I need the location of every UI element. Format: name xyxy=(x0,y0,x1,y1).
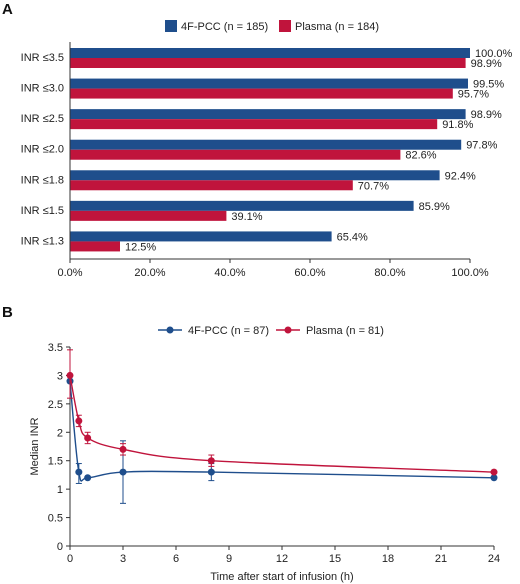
x-tick-label: 80.0% xyxy=(374,267,405,279)
y-tick-label: 3 xyxy=(57,370,63,382)
data-point-plasma xyxy=(490,468,498,476)
legend-marker-0 xyxy=(166,326,174,334)
bar-plasma xyxy=(70,88,453,99)
x-axis-title: Time after start of infusion (h) xyxy=(210,571,353,583)
data-point-plasma xyxy=(66,371,74,379)
bar-pcc xyxy=(70,48,470,58)
category-label: INR ≤1.5 xyxy=(21,205,64,217)
legend-marker-1 xyxy=(284,326,292,334)
x-tick-label: 0.0% xyxy=(57,267,82,279)
data-label: 98.9% xyxy=(471,58,502,70)
x-tick-label: 6 xyxy=(173,553,179,565)
data-label: 98.9% xyxy=(471,109,502,121)
bar-pcc xyxy=(70,170,440,181)
legend-label-1: Plasma (n = 81) xyxy=(306,325,384,337)
bar-pcc xyxy=(70,231,332,242)
category-label: INR ≤1.8 xyxy=(21,174,64,186)
data-point-plasma xyxy=(207,457,215,465)
data-label: 99.5% xyxy=(473,79,504,91)
x-tick-label: 60.0% xyxy=(294,267,325,279)
bar-plasma xyxy=(70,119,438,130)
y-axis-title: Median INR xyxy=(29,417,41,475)
y-tick-label: 2 xyxy=(57,427,63,439)
y-tick-label: 0.5 xyxy=(48,513,63,525)
data-label: 12.5% xyxy=(125,241,156,253)
data-point-plasma xyxy=(119,445,127,453)
data-point-pcc xyxy=(490,474,498,482)
data-label: 82.6% xyxy=(405,150,436,162)
bar-pcc xyxy=(70,109,466,120)
category-label: INR ≤3.0 xyxy=(21,83,64,95)
legend-label-0: 4F-PCC (n = 185) xyxy=(181,21,268,33)
x-tick-label: 21 xyxy=(435,553,447,565)
legend-swatch-0 xyxy=(165,20,177,32)
x-tick-label: 12 xyxy=(276,553,288,565)
data-point-plasma xyxy=(75,417,83,425)
bar-plasma xyxy=(70,241,120,252)
x-tick-label: 15 xyxy=(329,553,341,565)
data-point-plasma xyxy=(84,434,92,442)
category-label: INR ≤2.5 xyxy=(21,113,64,125)
data-label: 92.4% xyxy=(445,170,476,182)
x-tick-label: 20.0% xyxy=(134,267,165,279)
bar-pcc xyxy=(70,78,468,89)
panel-a: A 4F-PCC (n = 185) Plasma (n = 184) INR ≤… xyxy=(2,1,513,279)
legend-label-1: Plasma (n = 184) xyxy=(295,21,379,33)
data-label: 100.0% xyxy=(475,48,513,60)
y-tick-label: 3.5 xyxy=(48,342,63,354)
legend-swatch-1 xyxy=(279,20,291,32)
data-point-pcc xyxy=(207,468,215,476)
x-tick-label: 24 xyxy=(488,553,500,565)
data-label: 65.4% xyxy=(337,231,368,243)
y-tick-label: 2.5 xyxy=(48,399,63,411)
x-tick-label: 3 xyxy=(120,553,126,565)
data-label: 70.7% xyxy=(358,180,389,192)
bar-plasma xyxy=(70,180,353,191)
bar-pcc xyxy=(70,200,414,211)
line-chart-b: 0 0.5 1 1.5 2 2.5 3 3.5 0 3 6 9 12 15 18 21 24 Time after… xyxy=(29,342,500,583)
x-tick-label: 40.0% xyxy=(214,267,245,279)
legend-a: 4F-PCC (n = 185) Plasma (n = 184) xyxy=(165,20,379,33)
y-tick-label: 1.5 xyxy=(48,456,63,468)
x-tick-label: 100.0% xyxy=(451,267,489,279)
x-tick-label: 9 xyxy=(226,553,232,565)
panel-b-letter: B xyxy=(2,304,13,321)
legend-label-0: 4F-PCC (n = 87) xyxy=(188,325,269,337)
y-tick-label: 0 xyxy=(57,541,63,553)
bar-plasma xyxy=(70,149,401,160)
data-point-pcc xyxy=(84,474,92,482)
category-label: INR ≤2.0 xyxy=(21,144,64,156)
bar-plasma xyxy=(70,58,466,68)
bar-chart-a: INR ≤3.5 100.0%98.9%INR ≤3.0 99.5%95.7%INR… xyxy=(21,42,513,279)
category-label: INR ≤3.5 xyxy=(21,52,64,64)
legend-b: 4F-PCC (n = 87) Plasma (n = 81) xyxy=(158,325,384,337)
data-label: 85.9% xyxy=(419,201,450,213)
x-tick-label: 18 xyxy=(382,553,394,565)
panel-b: B 4F-PCC (n = 87) Plasma (n = 81) 0 0.5 1 1.… xyxy=(2,304,500,583)
panel-a-letter: A xyxy=(2,1,13,18)
bar-plasma xyxy=(70,210,227,221)
y-tick-label: 1 xyxy=(57,484,63,496)
data-label: 91.8% xyxy=(442,119,473,131)
bar-pcc xyxy=(70,139,462,150)
series-line-plasma xyxy=(69,375,495,473)
data-point-pcc xyxy=(119,468,127,476)
series-line-pcc xyxy=(69,381,495,482)
x-tick-label: 0 xyxy=(67,553,73,565)
data-label: 95.7% xyxy=(458,89,489,101)
data-label: 39.1% xyxy=(231,211,262,223)
category-label: INR ≤1.3 xyxy=(21,235,64,247)
data-point-pcc xyxy=(75,468,83,476)
data-label: 97.8% xyxy=(466,140,497,152)
